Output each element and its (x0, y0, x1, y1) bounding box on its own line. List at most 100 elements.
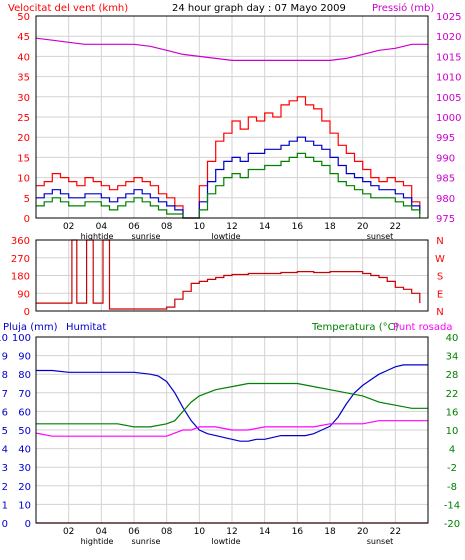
wind-gust-low-line (36, 152, 421, 219)
x-tick-label: 16 (292, 527, 304, 537)
wind-speed-tick: 15 (17, 153, 30, 164)
wind-speed-tick: 10 (17, 174, 30, 185)
humidity-tick: 60 (18, 407, 31, 418)
rain-tick: 5 (2, 426, 8, 437)
wind-speed-tick: 25 (17, 113, 30, 124)
humidity-tick: 20 (18, 482, 31, 493)
pressure-tick: 1015 (436, 52, 461, 63)
pressure-tick: 980 (436, 194, 455, 205)
x-tick-label: 12 (226, 222, 237, 232)
plot-frame (35, 239, 429, 312)
rain-tick: 1 (2, 500, 8, 511)
x-tick-label: 12 (226, 527, 237, 537)
wind-speed-tick: 50 (17, 12, 30, 23)
wind-speed-tick: 45 (17, 32, 30, 43)
wind-speed-axis-title: Velocitat del vent (kmh) (8, 3, 128, 14)
wind-speed-tick: 0 (24, 214, 30, 225)
wind-direction-tick: 180 (11, 272, 30, 283)
x-tick-label: 04 (96, 527, 108, 537)
dew-point-line (35, 420, 428, 437)
rain-axis-title: Pluja (mm) (3, 322, 58, 333)
hightide-label: hightide (81, 537, 114, 546)
rain-tick: 7 (2, 389, 8, 400)
x-tick-label: 20 (357, 222, 369, 232)
x-tick-label: 10 (194, 527, 206, 537)
temperature-tick: -20 (444, 519, 460, 530)
rain-tick: 4 (2, 445, 8, 456)
lowtide-label: lowtide (211, 537, 240, 546)
wind-speed-tick: 30 (17, 93, 30, 104)
temperature-tick: 40 (446, 333, 459, 344)
pressure-tick: 985 (436, 174, 455, 185)
lowtide-label: lowtide (211, 232, 240, 241)
compass-tick: W (435, 254, 445, 265)
compass-tick: S (437, 272, 443, 283)
x-tick-label: 04 (96, 222, 108, 232)
rain-tick: 9 (2, 352, 8, 363)
x-tick-label: 10 (194, 222, 206, 232)
wind-avg-line (36, 136, 421, 219)
humidity-tick: 40 (18, 445, 31, 456)
wind-speed-tick: 5 (24, 194, 30, 205)
sunset-label: sunset (367, 232, 394, 241)
humidity-tick: 90 (18, 352, 31, 363)
wind-speed-tick: 35 (17, 73, 30, 84)
sunrise-label: sunrise (132, 537, 161, 546)
sunrise-label: sunrise (132, 232, 161, 241)
rain-tick: 2 (2, 482, 8, 493)
wind-pressure-panel: 0510152025303540455097598098599099510001… (17, 12, 461, 241)
plot-frame (35, 336, 429, 524)
humidity-tick: 100 (12, 333, 31, 344)
humidity-line (36, 364, 428, 442)
pressure-tick: 975 (436, 214, 455, 225)
humidity-tick: 30 (18, 463, 31, 474)
x-tick-label: 18 (324, 527, 336, 537)
dew-point-axis-title: Punt rosada (393, 322, 452, 333)
wind-direction-tick: 90 (17, 289, 30, 300)
x-tick-label: 18 (324, 222, 336, 232)
rain-tick: 0 (2, 519, 8, 530)
pressure-tick: 990 (436, 153, 455, 164)
compass-tick: E (437, 289, 443, 300)
pressure-tick: 995 (436, 133, 455, 144)
x-tick-label: 08 (161, 222, 173, 232)
x-tick-label: 02 (63, 222, 74, 232)
humidity-tick: 0 (25, 519, 31, 530)
temperature-tick: 22 (446, 389, 459, 400)
x-tick-label: 02 (63, 527, 74, 537)
rain-tick: 10 (0, 333, 8, 344)
humidity-axis-title: Humitat (66, 322, 106, 333)
humidity-tick: 80 (18, 370, 31, 381)
compass-tick: N (436, 236, 443, 247)
pressure-tick: 1000 (436, 113, 461, 124)
graph-day-title: 24 hour graph day : 07 Mayo 2009 (172, 3, 346, 14)
pressure-tick: 1025 (436, 12, 461, 23)
temperature-tick: 34 (446, 352, 459, 363)
humidity-tick: 10 (18, 500, 31, 511)
wind-speed-tick: 40 (17, 52, 30, 63)
temperature-tick: -2 (447, 463, 457, 474)
temperature-axis-title: Temperatura (°C) (311, 322, 399, 333)
rain-humidity-temperature-panel: 0123456789100102030405060708090100-20-14… (0, 333, 460, 546)
x-tick-label: 06 (128, 527, 140, 537)
temperature-tick: 28 (446, 370, 459, 381)
wind-direction-tick: 360 (11, 236, 30, 247)
pressure-tick: 1020 (436, 32, 461, 43)
wind-speed-line (36, 96, 421, 219)
sunset-label: sunset (367, 537, 394, 546)
temperature-tick: 10 (446, 426, 459, 437)
pressure-line (35, 37, 428, 61)
pressure-axis-title: Pressió (mb) (372, 2, 434, 14)
temperature-tick: -8 (447, 482, 457, 493)
x-tick-label: 22 (390, 222, 401, 232)
x-tick-label: 22 (390, 527, 401, 537)
compass-tick: N (436, 307, 443, 318)
rain-tick: 8 (2, 370, 8, 381)
hightide-label: hightide (81, 232, 114, 241)
humidity-tick: 70 (18, 389, 31, 400)
temperature-line (36, 382, 428, 428)
wind-direction-tick: 270 (11, 254, 30, 265)
x-tick-label: 14 (259, 527, 271, 537)
